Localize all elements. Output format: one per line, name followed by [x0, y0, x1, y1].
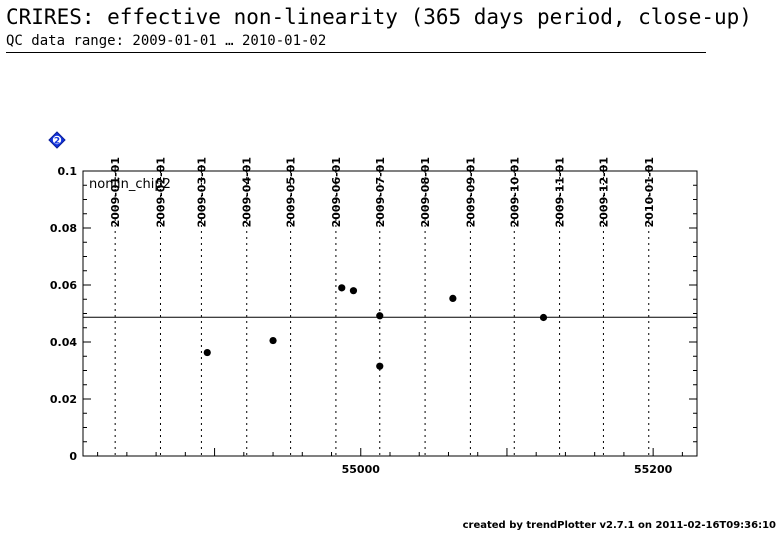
date-tick-label: 2009-08-01	[419, 157, 432, 227]
y-tick-label: 0.02	[50, 393, 77, 406]
date-tick-label: 2009-02-01	[154, 157, 167, 227]
date-tick-label: 2009-04-01	[241, 157, 254, 227]
y-tick-label: 0.1	[58, 165, 78, 178]
y-tick-label: 0.08	[50, 222, 77, 235]
date-tick-label: 2009-05-01	[285, 157, 298, 227]
date-tick-label: 2010-01-01	[643, 157, 656, 227]
title-rule	[6, 52, 706, 53]
x-tick-label: 55200	[634, 463, 673, 476]
y-tick-label: 0.04	[50, 336, 77, 349]
data-point	[338, 284, 346, 292]
data-point	[376, 312, 384, 320]
date-tick-label: 2009-10-01	[508, 157, 521, 227]
date-tick-label: 2009-11-01	[554, 157, 567, 227]
data-point	[349, 287, 358, 295]
data-point	[269, 336, 277, 345]
date-tick-label: 2009-03-01	[195, 157, 208, 227]
date-tick-label: 2009-12-01	[597, 157, 610, 227]
panel-label: nonlin_chip2	[89, 177, 171, 192]
data-point	[539, 313, 548, 322]
date-tick-label: 2009-01-01	[109, 157, 122, 227]
date-tick-label: 2009-07-01	[374, 157, 387, 227]
x-tick-label: 55000	[342, 463, 381, 476]
diamond-icon-inner	[52, 135, 62, 145]
date-tick-label: 2009-09-01	[464, 157, 477, 227]
data-point	[449, 294, 457, 302]
data-point	[203, 348, 211, 357]
data-point	[376, 362, 384, 370]
diamond-icon-label: 2	[54, 137, 60, 147]
date-tick-label: 2009-06-01	[330, 157, 343, 227]
chart-subtitle: QC data range: 2009-01-01 … 2010-01-02	[6, 33, 327, 49]
footer-credit: created by trendPlotter v2.7.1 on 2011-0…	[462, 520, 776, 531]
y-tick-label: 0	[69, 450, 77, 463]
y-tick-label: 0.06	[50, 279, 77, 292]
chart-title: CRIRES: effective non-linearity (365 day…	[6, 5, 752, 29]
